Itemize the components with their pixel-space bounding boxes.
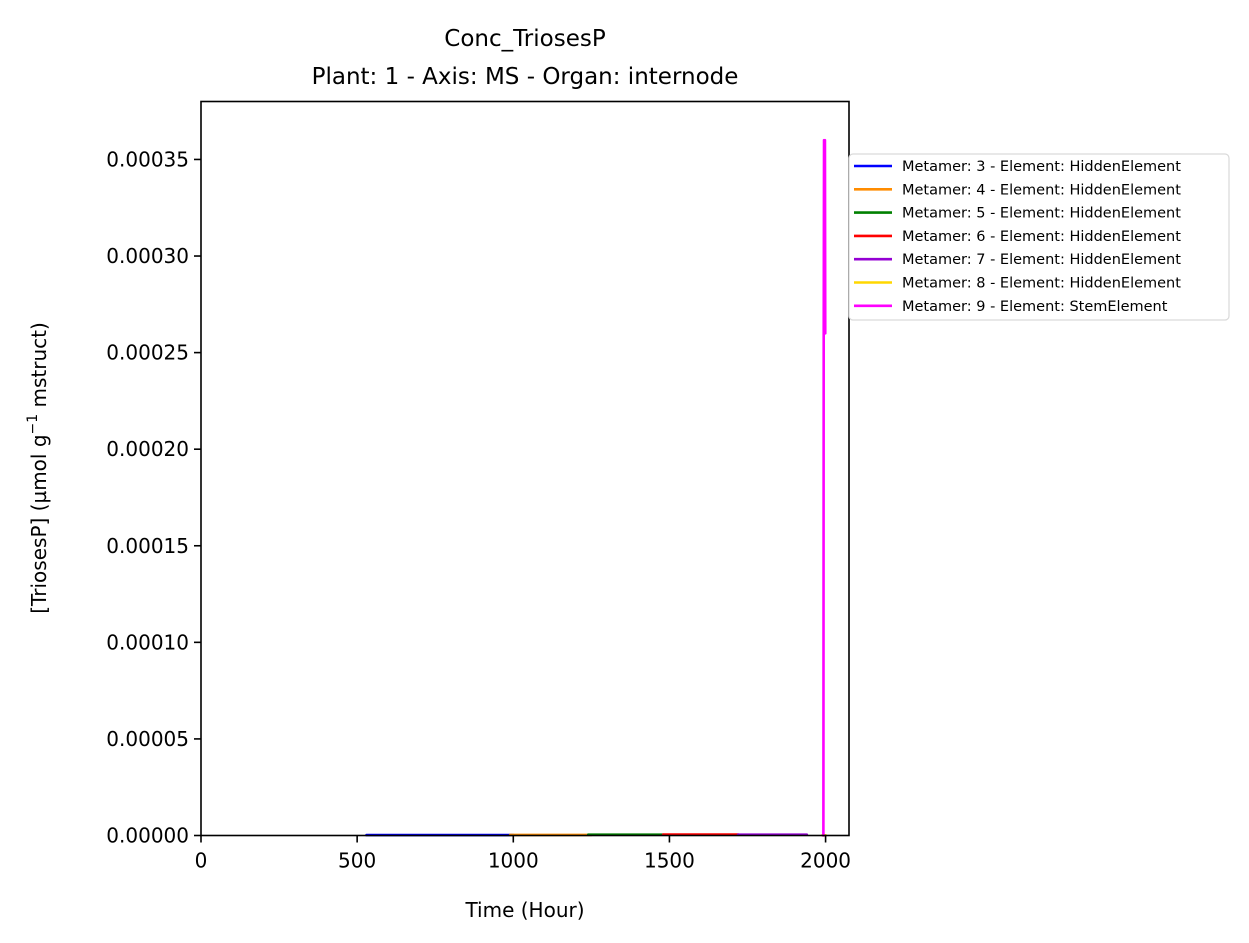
series-line-metamer-9 [822, 138, 827, 837]
legend-entry-label: Metamer: 5 - Element: HiddenElement [902, 206, 1181, 222]
x-axis-label: Time (Hour) [464, 898, 584, 922]
y-axis-label-sup: −1 [25, 414, 41, 435]
y-tick-label: 0.00010 [106, 630, 189, 654]
x-tick-label: 0 [195, 849, 208, 873]
x-tick-label: 1000 [488, 849, 539, 873]
legend-entry-label: Metamer: 7 - Element: HiddenElement [902, 252, 1181, 268]
legend-entry-label: Metamer: 8 - Element: HiddenElement [902, 276, 1181, 292]
y-tick-label: 0.00025 [106, 341, 189, 365]
legend: Metamer: 3 - Element: HiddenElement Metam… [848, 153, 1230, 321]
x-tick-label: 500 [338, 849, 376, 873]
x-axis: 0 500 1000 1500 2000 [195, 835, 851, 873]
chart-title: Conc_TriosesP [444, 26, 606, 52]
legend-frame [848, 153, 1230, 321]
y-axis-label-tail: mstruct) [27, 322, 51, 414]
y-tick-label: 0.00015 [106, 534, 189, 558]
y-tick-label: 0.00005 [106, 727, 189, 751]
legend-entry-label: Metamer: 3 - Element: HiddenElement [902, 159, 1181, 175]
legend-entry-label: Metamer: 6 - Element: HiddenElement [902, 229, 1181, 245]
legend-entry-label: Metamer: 9 - Element: StemElement [902, 299, 1168, 315]
y-tick-label: 0.00030 [106, 244, 189, 268]
y-axis: 0.00000 0.00005 0.00010 0.00015 0.00020 0.000… [106, 147, 201, 848]
x-tick-label: 1500 [644, 849, 695, 873]
x-tick-label: 2000 [800, 849, 851, 873]
plot-frame [200, 100, 850, 837]
legend-entry-label: Metamer: 4 - Element: HiddenElement [902, 182, 1181, 198]
y-tick-label: 0.00020 [106, 437, 189, 461]
y-axis-label-main: [TriosesP] (µmol g [27, 434, 51, 613]
y-tick-label: 0.00035 [106, 147, 189, 171]
y-tick-label: 0.00000 [106, 824, 189, 848]
y-axis-label: [TriosesP] (µmol g−1 mstruct) [25, 322, 51, 614]
chart-subtitle: Plant: 1 - Axis: MS - Organ: internode [312, 64, 739, 90]
